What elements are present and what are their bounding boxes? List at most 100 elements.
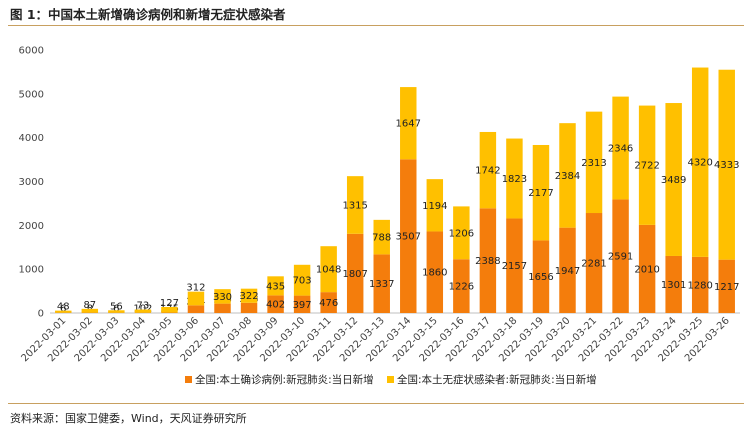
asymptomatic-bar [532, 144, 550, 241]
asymptomatic-bar [346, 176, 364, 234]
confirmed-data-label: 6 [113, 304, 119, 315]
asymptomatic-data-label: 1194 [422, 201, 447, 212]
asymptomatic-data-label: 1742 [475, 166, 500, 177]
confirmed-data-label: 1280 [687, 280, 712, 291]
asymptomatic-data-label: 2177 [528, 188, 553, 199]
confirmed-bar [373, 254, 390, 313]
confirmed-bar [453, 259, 470, 313]
confirmed-data-label: 1226 [449, 282, 474, 293]
asymptomatic-data-label: 788 [372, 233, 391, 244]
asymptomatic-data-label: 56 [110, 301, 123, 312]
confirmed-bar [638, 224, 656, 313]
asymptomatic-data-label: 703 [293, 276, 312, 287]
asymptomatic-bar [612, 96, 629, 200]
confirmed-data-label: 2591 [608, 252, 633, 263]
asymptomatic-bar [585, 111, 603, 214]
asymptomatic-bar [55, 310, 72, 313]
asymptomatic-data-label: 435 [266, 281, 285, 292]
confirmed-bar [506, 218, 523, 313]
confirmed-bar [426, 231, 444, 313]
asymptomatic-bar [665, 103, 682, 256]
asymptomatic-data-label: 2346 [608, 144, 633, 155]
y-tick-label: 1000 [19, 265, 44, 276]
confirmed-bar [559, 227, 576, 313]
asymptomatic-data-label: 2722 [634, 161, 659, 172]
legend-swatch-asymptomatic [387, 376, 394, 383]
asymptomatic-data-label: 4333 [714, 160, 739, 171]
asymptomatic-bar [453, 206, 470, 260]
asymptomatic-bar [267, 276, 284, 296]
confirmed-bar [346, 233, 364, 313]
confirmed-data-label: 1301 [661, 280, 686, 291]
asymptomatic-data-label: 1206 [449, 228, 474, 239]
confirmed-bar [585, 213, 603, 313]
legend-label-asymptomatic: 全国:本土无症状感染者:新冠肺炎:当日新增 [397, 373, 597, 386]
confirmed-bar [293, 295, 311, 313]
asymptomatic-bar [187, 291, 205, 306]
confirmed-bar [691, 256, 709, 313]
asymptomatic-bar [134, 309, 152, 313]
confirmed-bar [665, 255, 682, 313]
asymptomatic-data-label: 3489 [661, 175, 686, 186]
stacked-bar-chart: 01000200030004000500060006482022-03-0188… [19, 46, 740, 386]
asymptomatic-data-label: 2384 [555, 171, 580, 182]
y-tick-label: 6000 [19, 46, 44, 57]
confirmed-data-label: 1807 [342, 269, 367, 280]
asymptomatic-bar [108, 310, 125, 313]
confirmed-bar [718, 259, 735, 313]
y-tick-label: 4000 [19, 133, 44, 144]
asymptomatic-data-label: 73 [137, 300, 150, 311]
asymptomatic-data-label: 322 [239, 291, 258, 302]
asymptomatic-bar [638, 105, 656, 225]
confirmed-bar [187, 305, 205, 313]
asymptomatic-data-label: 312 [186, 283, 205, 294]
asymptomatic-data-label: 87 [83, 300, 96, 311]
confirmed-data-label: 3507 [396, 232, 421, 243]
confirmed-bar [532, 240, 550, 313]
asymptomatic-data-label: 1315 [342, 200, 367, 211]
confirmed-data-label: 1656 [528, 272, 553, 283]
confirmed-data-label: 1860 [422, 268, 447, 279]
confirmed-bar [400, 159, 417, 313]
source-divider [8, 403, 744, 404]
asymptomatic-bar [400, 87, 417, 160]
asymptomatic-data-label: 4320 [687, 158, 712, 169]
confirmed-bar [240, 302, 258, 313]
confirmed-bar [320, 292, 337, 313]
y-tick-label: 0 [38, 309, 44, 320]
confirmed-data-label: 6 [60, 304, 66, 315]
asymptomatic-data-label: 330 [213, 292, 232, 303]
confirmed-data-label: 2388 [475, 256, 500, 267]
confirmed-data-label: 2010 [634, 264, 659, 275]
confirmed-data-label: 2157 [502, 261, 527, 272]
confirmed-data-label: 1337 [369, 279, 394, 290]
confirmed-data-label: 397 [293, 300, 312, 311]
confirmed-bar [214, 303, 231, 313]
legend-swatch-confirmed [185, 376, 192, 383]
confirmed-data-label: 2281 [581, 259, 606, 270]
asymptomatic-bar [240, 288, 258, 303]
asymptomatic-bar [161, 306, 178, 313]
asymptomatic-data-label: 1647 [396, 119, 421, 130]
title-divider [8, 25, 744, 26]
asymptomatic-bar [373, 219, 390, 255]
asymptomatic-bar [559, 123, 576, 228]
confirmed-data-label: 402 [266, 300, 285, 311]
confirmed-bar [612, 199, 629, 313]
y-tick-label: 2000 [19, 221, 44, 232]
asymptomatic-bar [691, 67, 709, 257]
source-note: 资料来源：国家卫健委，Wind，天风证券研究所 [10, 412, 247, 425]
asymptomatic-bar [320, 246, 337, 293]
asymptomatic-bar [426, 179, 444, 232]
confirmed-data-label: 1947 [555, 266, 580, 277]
confirmed-bar [267, 295, 284, 313]
asymptomatic-data-label: 127 [160, 298, 179, 309]
asymptomatic-bar [718, 69, 735, 260]
asymptomatic-data-label: 2313 [581, 158, 606, 169]
y-tick-label: 3000 [19, 177, 44, 188]
asymptomatic-data-label: 48 [57, 302, 70, 313]
asymptomatic-bar [479, 131, 497, 209]
legend-label-confirmed: 全国:本土确诊病例:新冠肺炎:当日新增 [195, 373, 374, 386]
asymptomatic-bar [81, 308, 99, 313]
confirmed-data-label: 102 [133, 304, 152, 315]
